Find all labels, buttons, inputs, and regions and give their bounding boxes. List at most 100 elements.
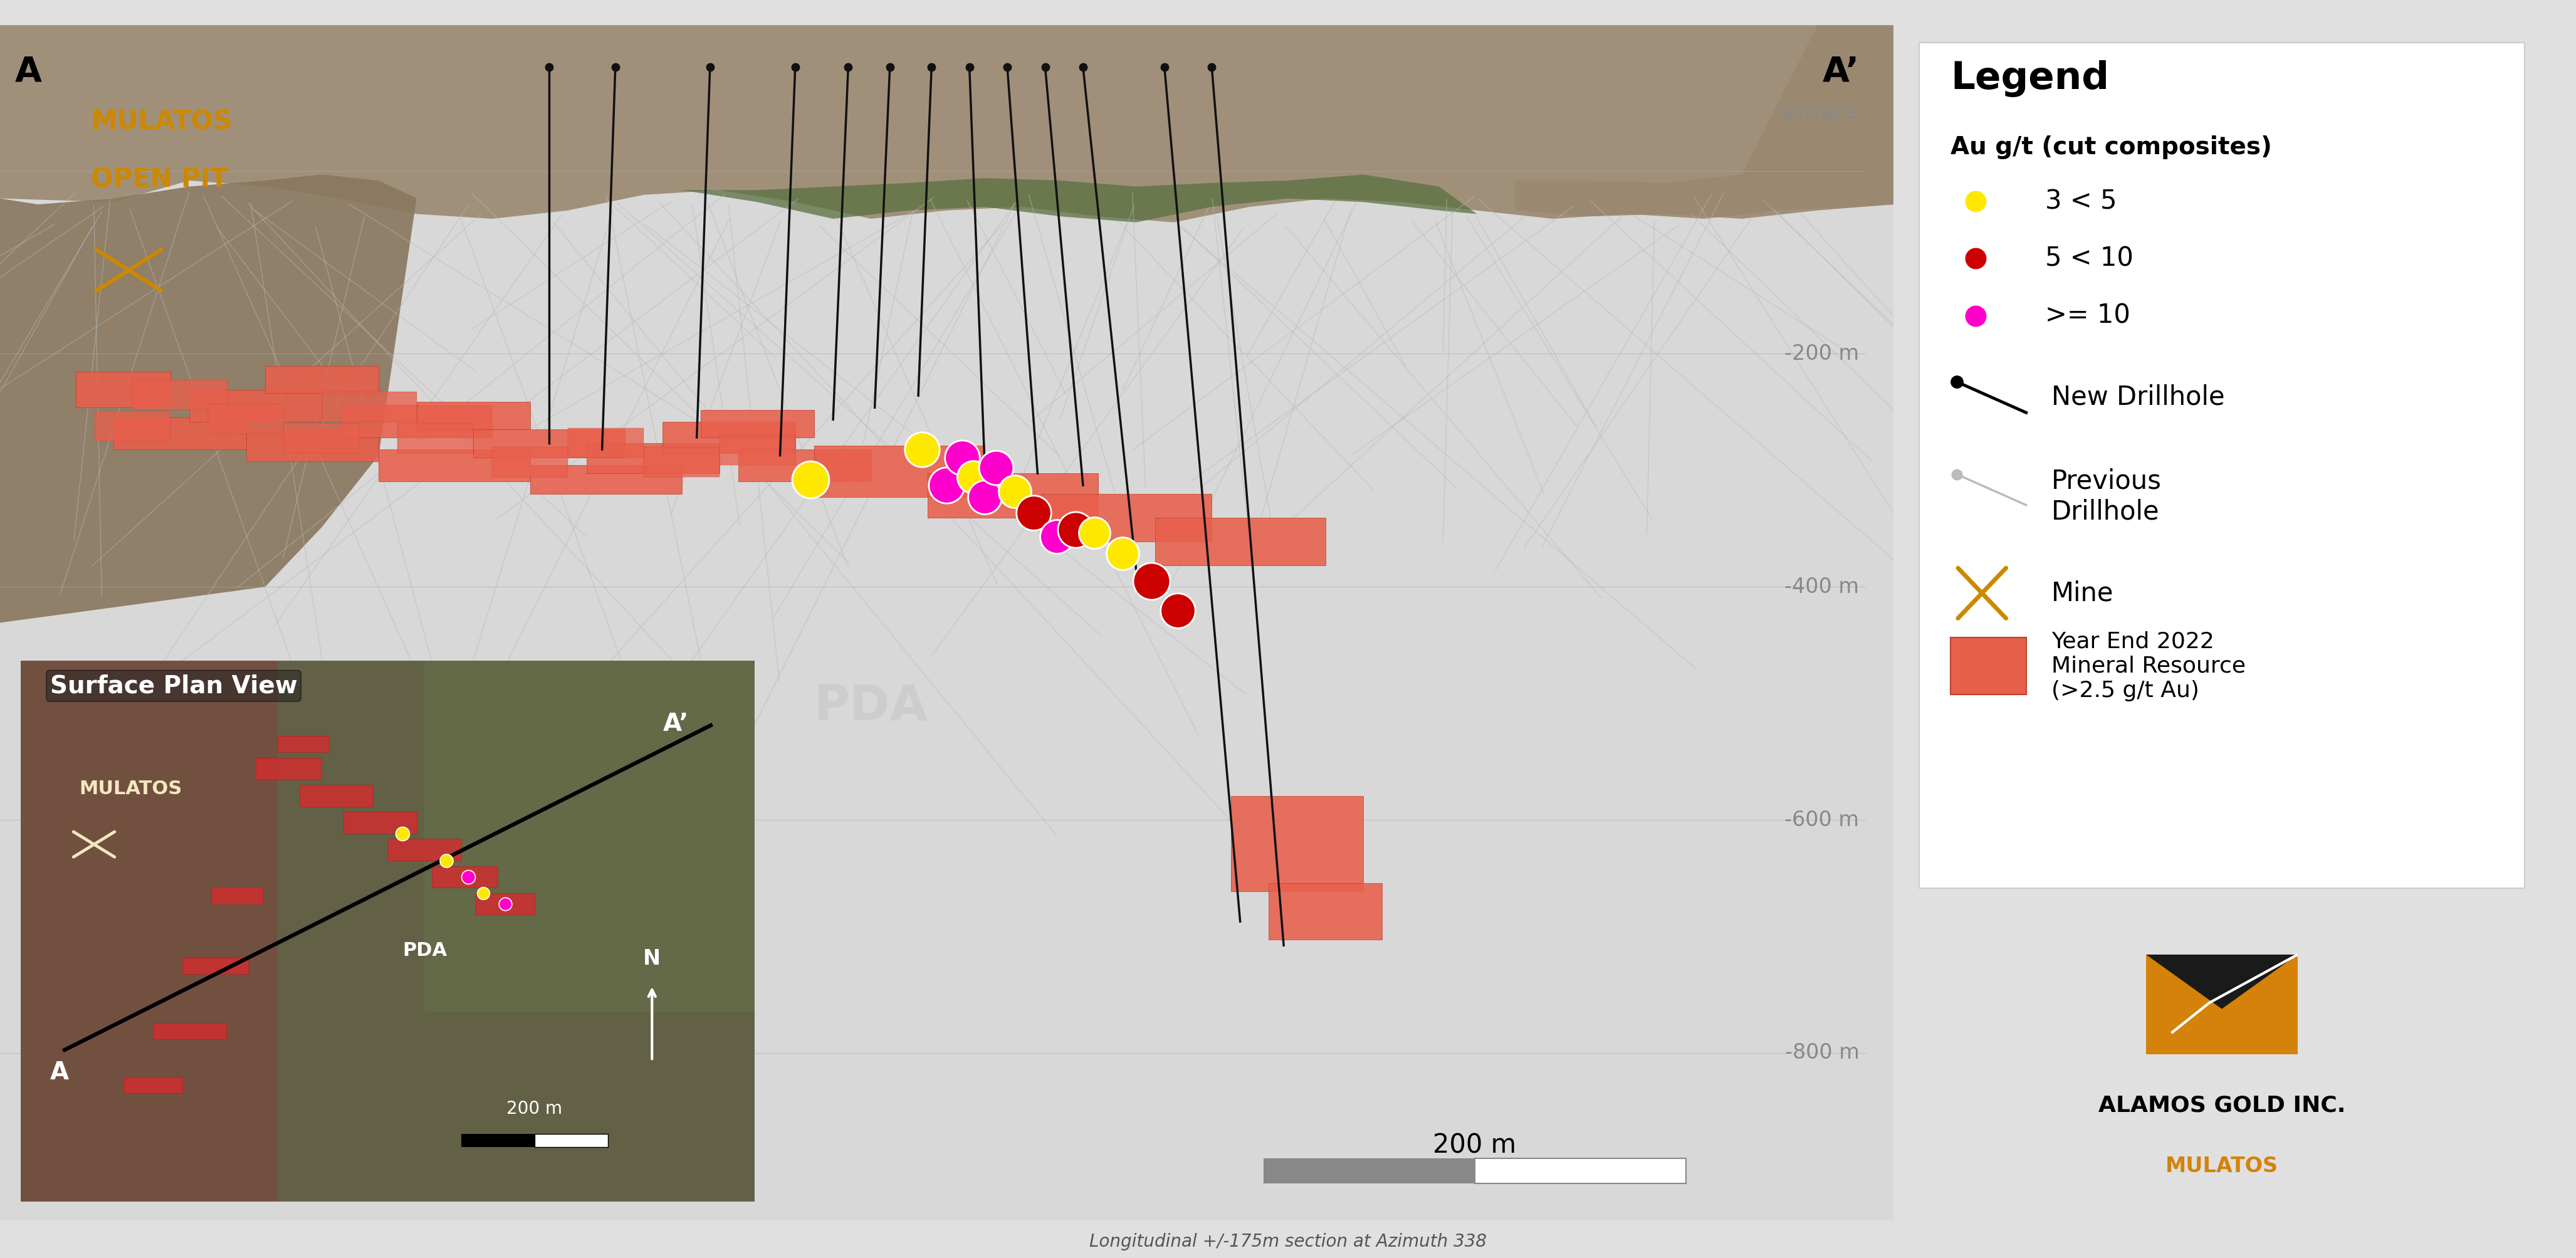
FancyBboxPatch shape bbox=[1919, 43, 2524, 888]
Polygon shape bbox=[247, 429, 379, 462]
Bar bbox=[21, 660, 278, 1201]
Bar bbox=[461, 1133, 536, 1147]
Bar bbox=[492, 447, 567, 477]
Text: Au g/t (cut composites): Au g/t (cut composites) bbox=[1950, 136, 2272, 159]
Polygon shape bbox=[265, 366, 379, 394]
Polygon shape bbox=[701, 410, 814, 438]
Text: -200 m: -200 m bbox=[1785, 343, 1860, 364]
Point bbox=[1012, 503, 1054, 523]
Bar bbox=[719, 435, 796, 465]
Point bbox=[464, 883, 505, 903]
Point bbox=[1103, 543, 1144, 564]
Point bbox=[902, 439, 943, 459]
Polygon shape bbox=[417, 401, 531, 429]
Bar bbox=[386, 839, 461, 860]
Point bbox=[940, 448, 981, 468]
Polygon shape bbox=[662, 421, 796, 453]
Bar bbox=[567, 428, 644, 458]
Polygon shape bbox=[191, 390, 322, 421]
Point bbox=[994, 482, 1036, 502]
Polygon shape bbox=[1515, 25, 1893, 219]
Point bbox=[1157, 601, 1198, 621]
Point bbox=[484, 893, 526, 913]
Bar bbox=[211, 888, 263, 903]
Text: Mine: Mine bbox=[2050, 580, 2115, 606]
Bar bbox=[1950, 638, 2027, 694]
Bar bbox=[209, 404, 283, 434]
Bar bbox=[278, 660, 755, 1201]
Point bbox=[1036, 527, 1077, 547]
Point bbox=[1955, 306, 1996, 326]
Bar bbox=[152, 1023, 227, 1039]
Bar bbox=[343, 811, 417, 834]
Polygon shape bbox=[531, 465, 683, 493]
Point bbox=[448, 867, 489, 887]
Text: -800 m: -800 m bbox=[1785, 1043, 1860, 1063]
Polygon shape bbox=[1267, 883, 1383, 940]
Polygon shape bbox=[0, 25, 417, 623]
Point bbox=[1955, 191, 1996, 211]
Text: ALAMOS GOLD INC.: ALAMOS GOLD INC. bbox=[2099, 1094, 2344, 1116]
Text: PDA: PDA bbox=[814, 683, 927, 730]
Point bbox=[963, 487, 1005, 507]
Polygon shape bbox=[113, 418, 247, 449]
Text: 3 < 5: 3 < 5 bbox=[2045, 189, 2117, 214]
Polygon shape bbox=[2146, 955, 2298, 1009]
Text: -600 m: -600 m bbox=[1785, 810, 1860, 830]
Polygon shape bbox=[927, 473, 1097, 517]
Bar bbox=[278, 736, 330, 752]
Text: A’: A’ bbox=[1821, 55, 1860, 89]
Text: OPEN PIT: OPEN PIT bbox=[90, 166, 229, 192]
Bar bbox=[131, 380, 227, 410]
Polygon shape bbox=[340, 405, 492, 438]
Text: -400 m: -400 m bbox=[1785, 576, 1860, 598]
Polygon shape bbox=[587, 444, 719, 473]
Polygon shape bbox=[739, 449, 871, 482]
Polygon shape bbox=[1041, 493, 1211, 541]
Point bbox=[953, 467, 994, 487]
Point bbox=[381, 824, 422, 844]
Polygon shape bbox=[1154, 517, 1324, 565]
Point bbox=[425, 850, 466, 871]
Text: A: A bbox=[49, 1060, 70, 1084]
Text: Longitudinal +/-175m section at Azimuth 338: Longitudinal +/-175m section at Azimuth … bbox=[1090, 1233, 1486, 1250]
Text: 200 m: 200 m bbox=[507, 1099, 562, 1117]
Text: >= 10: >= 10 bbox=[2045, 303, 2130, 328]
Point bbox=[1074, 523, 1115, 543]
Bar bbox=[299, 785, 374, 806]
Bar bbox=[255, 757, 322, 780]
Text: New Drillhole: New Drillhole bbox=[2050, 384, 2226, 410]
Polygon shape bbox=[814, 445, 984, 497]
Bar bbox=[397, 423, 474, 453]
Bar bbox=[183, 959, 247, 974]
Bar bbox=[283, 423, 361, 453]
Point bbox=[1131, 571, 1172, 591]
Bar bbox=[536, 1133, 608, 1147]
Text: Surface Plan View: Surface Plan View bbox=[49, 674, 296, 698]
Text: N: N bbox=[644, 949, 662, 969]
Polygon shape bbox=[1231, 796, 1363, 892]
Text: Previous
Drillhole: Previous Drillhole bbox=[2050, 468, 2161, 525]
Text: A: A bbox=[15, 55, 41, 89]
Text: 5 < 10: 5 < 10 bbox=[2045, 245, 2133, 272]
Bar bbox=[322, 392, 417, 421]
Text: PDA: PDA bbox=[402, 942, 448, 960]
Polygon shape bbox=[75, 372, 170, 408]
Bar bbox=[124, 1077, 183, 1093]
Point bbox=[1955, 249, 1996, 269]
Text: Year End 2022
Mineral Resource
(>2.5 g/t Au): Year End 2022 Mineral Resource (>2.5 g/t… bbox=[2050, 630, 2246, 702]
Text: 200 m: 200 m bbox=[1432, 1132, 1517, 1159]
Bar bbox=[1265, 1159, 1473, 1183]
Bar bbox=[644, 447, 719, 477]
Bar bbox=[425, 660, 755, 1011]
Bar bbox=[433, 866, 497, 888]
Polygon shape bbox=[683, 175, 1476, 223]
Polygon shape bbox=[379, 449, 531, 482]
Text: A’: A’ bbox=[662, 712, 688, 736]
Bar bbox=[1473, 1159, 1685, 1183]
Bar bbox=[95, 411, 170, 442]
Text: MULATOS: MULATOS bbox=[90, 109, 232, 135]
Point bbox=[927, 476, 969, 496]
Point bbox=[976, 458, 1018, 478]
Bar bbox=[477, 893, 536, 915]
